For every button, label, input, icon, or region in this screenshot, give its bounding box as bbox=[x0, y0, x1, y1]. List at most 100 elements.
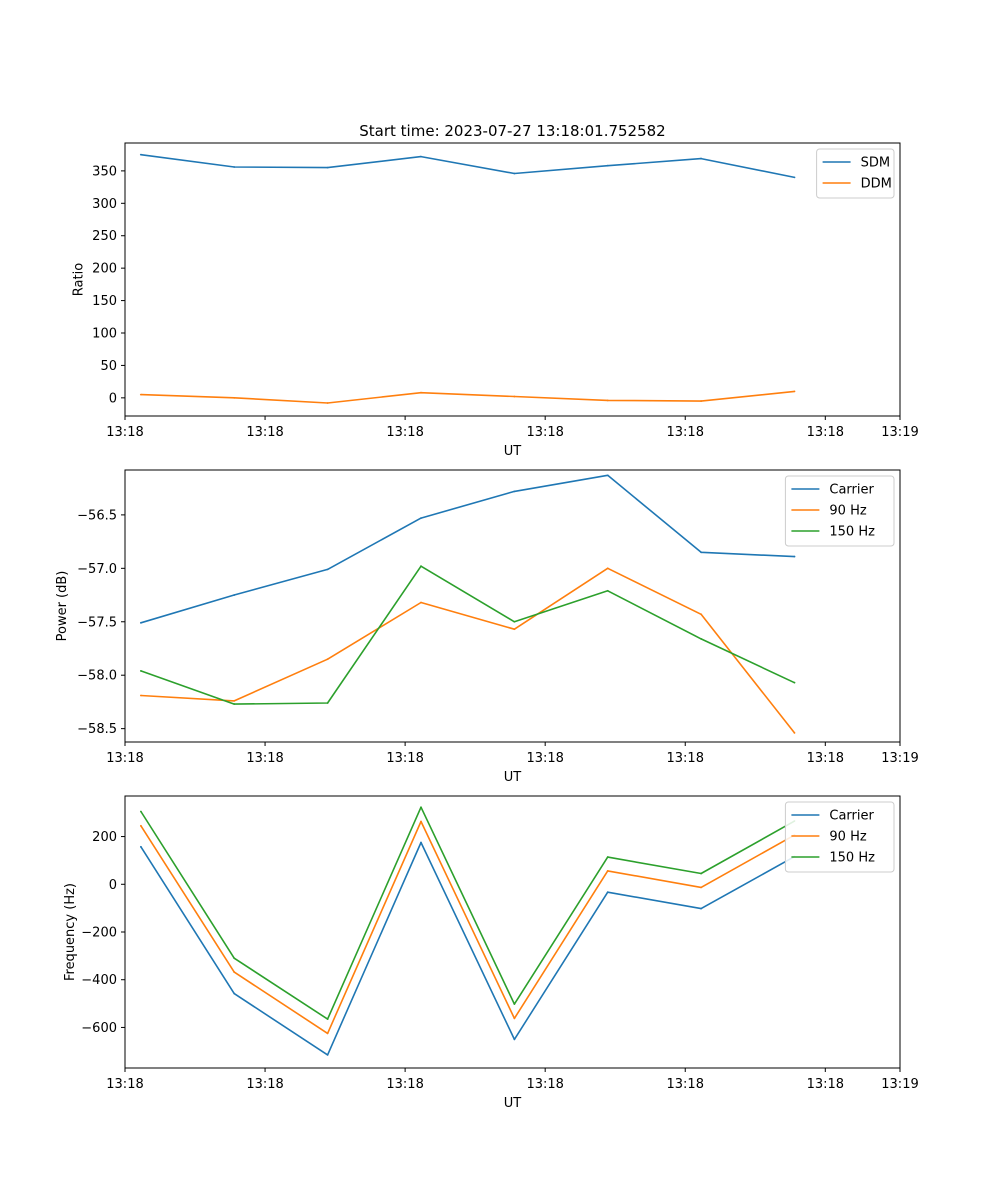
chart3-series-carrier-point-2 bbox=[326, 1053, 329, 1056]
chart1-y-tick-label-3: 150 bbox=[92, 294, 117, 309]
chart2-x-tick-label-6: 13:19 bbox=[881, 751, 918, 766]
chart1-y-tick-label-7: 350 bbox=[92, 164, 117, 179]
chart2-series-90-hz-point-6 bbox=[700, 613, 703, 616]
chart3-x-tick-label-6: 13:19 bbox=[881, 1077, 918, 1092]
chart1-series-ddm-line bbox=[140, 390, 795, 404]
chart2-series-150-hz-line bbox=[140, 565, 795, 705]
ratio-chart: 0 50 100 150 200 250 300 350 13:18 13:18 13:18 13:1… bbox=[71, 142, 919, 459]
chart3-series-150-hz-point-5 bbox=[606, 856, 609, 858]
chart3-y-tick-label-4: 200 bbox=[92, 830, 117, 845]
chart3-series-carrier-point-1 bbox=[233, 992, 236, 995]
chart3-series-carrier-point-5 bbox=[606, 891, 609, 894]
chart1-legend: SDM DDM bbox=[816, 148, 895, 199]
chart1-series-sdm-point-6 bbox=[700, 157, 703, 160]
chart3-x-tick-label-4: 13:18 bbox=[667, 1077, 704, 1092]
chart3-series-150-hz-point-0 bbox=[139, 810, 142, 813]
frequency-chart: −600 −400 −200 0 200 13:18 13:18 13:18 13:18 13:1… bbox=[63, 795, 919, 1111]
chart2-series-150-hz-point-3 bbox=[420, 565, 422, 568]
chart3-y-tick-label-1: −400 bbox=[81, 973, 117, 988]
chart1-series-ddm-point-0 bbox=[139, 393, 142, 396]
chart2-series-150-hz-point-4 bbox=[513, 620, 516, 623]
chart1-y-tick-label-0: 0 bbox=[109, 391, 117, 406]
chart2-series-carrier-point-6 bbox=[700, 551, 703, 554]
chart2-series-150-hz-point-2 bbox=[326, 702, 329, 704]
chart1-series-sdm-line bbox=[140, 153, 795, 179]
chart3-y-tick-label-3: 0 bbox=[109, 878, 117, 893]
chart2-legend-label-90-hz: 90 Hz bbox=[829, 504, 866, 519]
chart2-x-tick-label-0: 13:18 bbox=[106, 751, 143, 766]
chart1-series-sdm-point-4 bbox=[513, 172, 516, 175]
chart1-series-sdm-point-3 bbox=[420, 155, 422, 158]
chart3-series-carrier-point-6 bbox=[700, 907, 703, 910]
chart1-x-tick-label-4: 13:18 bbox=[667, 425, 704, 440]
chart2-legend-label-150-hz: 150 Hz bbox=[829, 525, 875, 540]
chart1-series-ddm-point-3 bbox=[420, 391, 422, 394]
chart3-series-carrier-point-0 bbox=[139, 845, 142, 848]
chart2-series-150-hz-point-6 bbox=[700, 637, 703, 640]
chart2-x-axis-label: UT bbox=[504, 770, 522, 785]
chart1-y-tick-label-6: 300 bbox=[92, 197, 117, 212]
chart2-series-90-hz-point-2 bbox=[326, 658, 329, 661]
chart3-series-90-hz-line bbox=[140, 820, 795, 1035]
chart1-series-sdm-point-2 bbox=[326, 166, 329, 169]
chart2-x-tick-label-4: 13:18 bbox=[667, 751, 704, 766]
chart3-series-150-hz-point-1 bbox=[233, 957, 236, 960]
chart3-series-carrier-line bbox=[140, 841, 795, 1056]
chart2-series-90-hz-point-7 bbox=[793, 732, 796, 734]
chart3-series-150-hz-line bbox=[140, 806, 795, 1020]
chart2-series-90-hz-point-1 bbox=[233, 699, 236, 702]
chart3-x-tick-label-0: 13:18 bbox=[106, 1077, 143, 1092]
chart2-y-tick-label-4: −56.5 bbox=[77, 508, 117, 523]
chart3-axes-frame bbox=[124, 795, 901, 1069]
chart1-y-tick-label-5: 250 bbox=[92, 229, 117, 244]
chart1-series-sdm-point-1 bbox=[233, 166, 236, 168]
chart1-x-tick-label-6: 13:19 bbox=[881, 425, 918, 440]
chart2-series-150-hz-point-7 bbox=[793, 681, 796, 684]
chart1-x-axis-label: UT bbox=[504, 444, 522, 459]
power-chart: −58.5 −58.0 −57.5 −57.0 −56.5 13:18 13:18 13:18… bbox=[55, 469, 919, 785]
chart1-series-ddm-point-2 bbox=[326, 402, 329, 404]
chart2-axes-frame bbox=[124, 469, 901, 743]
chart3-series-90-hz-point-5 bbox=[606, 870, 609, 872]
chart2-series-90-hz-point-4 bbox=[513, 628, 516, 631]
chart2-x-tick-label-5: 13:18 bbox=[807, 751, 844, 766]
chart3-series-90-hz-point-4 bbox=[513, 1017, 516, 1020]
chart1-axes-frame bbox=[124, 142, 901, 417]
chart3-series-90-hz-point-6 bbox=[700, 886, 703, 889]
chart2-series-carrier-point-3 bbox=[420, 517, 422, 519]
chart3-series-carrier-point-3 bbox=[420, 841, 422, 844]
chart2-x-tick-label-3: 13:18 bbox=[526, 751, 563, 766]
chart2-series-150-hz-point-5 bbox=[606, 589, 609, 592]
chart1-x-tick-label-2: 13:18 bbox=[386, 425, 423, 440]
chart3-x-tick-label-2: 13:18 bbox=[386, 1077, 423, 1092]
chart1-series-ddm-point-7 bbox=[793, 390, 796, 393]
chart3-series-150-hz-point-2 bbox=[326, 1018, 329, 1020]
chart1-series-ddm-point-5 bbox=[606, 399, 609, 402]
chart3-legend-box bbox=[784, 801, 895, 873]
chart1-y-axis-label: Ratio bbox=[71, 263, 86, 296]
chart2-series-90-hz-point-0 bbox=[139, 694, 142, 697]
chart1-y-tick-label-1: 50 bbox=[100, 359, 117, 374]
chart1-series-sdm-point-5 bbox=[606, 164, 609, 167]
chart2-legend-label-carrier: Carrier bbox=[829, 483, 874, 498]
chart3-series-90-hz-point-3 bbox=[420, 820, 422, 823]
chart3-series-90-hz-point-0 bbox=[139, 824, 142, 827]
chart2-series-carrier-point-7 bbox=[793, 555, 796, 558]
chart2-y-tick-label-1: −58.0 bbox=[77, 669, 117, 684]
chart3-x-tick-label-3: 13:18 bbox=[526, 1077, 563, 1092]
figure-title: Start time: 2023-07-27 13:18:01.752582 bbox=[359, 122, 665, 140]
chart2-y-tick-label-2: −57.5 bbox=[77, 615, 117, 630]
chart3-legend-label-150-hz: 150 Hz bbox=[829, 851, 875, 866]
chart3-series-150-hz-point-3 bbox=[420, 806, 422, 809]
chart2-series-carrier-point-0 bbox=[139, 621, 142, 624]
chart3-legend-label-carrier: Carrier bbox=[829, 809, 874, 824]
chart3-legend-label-90-hz: 90 Hz bbox=[829, 830, 866, 845]
chart3-series-150-hz-point-4 bbox=[513, 1003, 516, 1005]
chart1-series-ddm-point-6 bbox=[700, 400, 703, 402]
chart2-series-90-hz-point-5 bbox=[606, 567, 609, 570]
chart2-series-carrier-point-2 bbox=[326, 568, 329, 571]
chart3-series-carrier-point-4 bbox=[513, 1038, 516, 1041]
chart2-y-tick-label-3: −57.0 bbox=[77, 562, 117, 577]
chart3-y-tick-label-2: −200 bbox=[81, 926, 117, 941]
